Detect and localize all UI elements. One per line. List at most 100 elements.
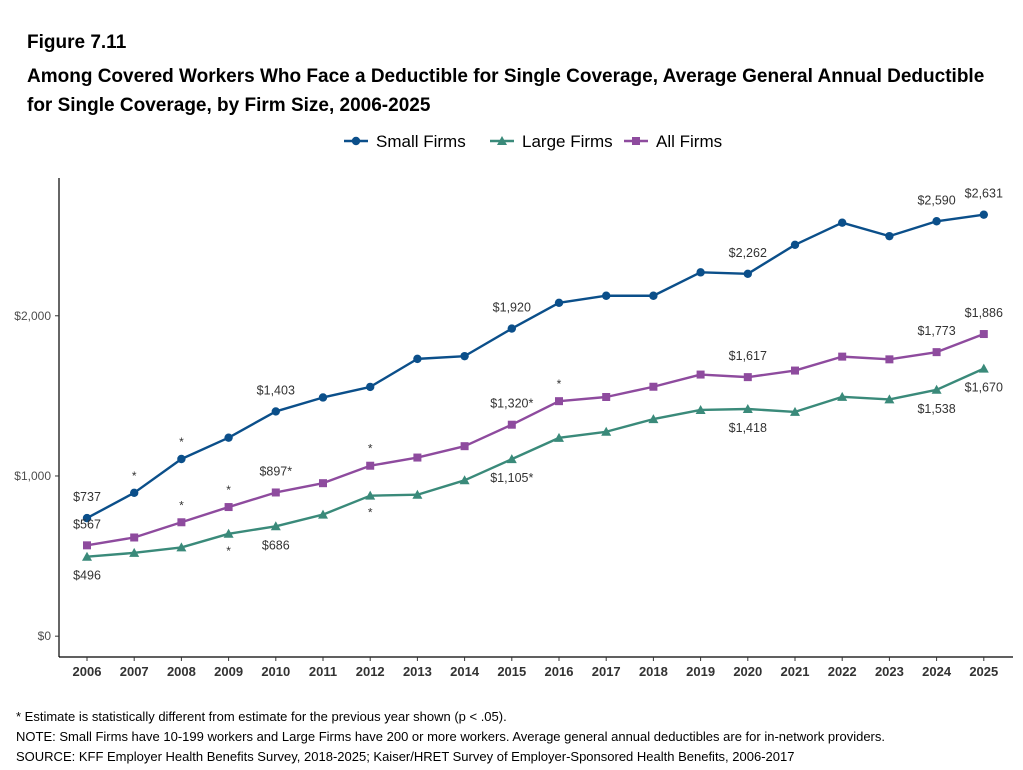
data-point-small-firms xyxy=(743,269,752,278)
data-point-small-firms xyxy=(790,240,800,250)
data-label-small-firms: $1,920 xyxy=(493,301,531,315)
data-label-large-firms: $1,418 xyxy=(729,421,767,435)
x-tick-label: 2015 xyxy=(497,664,526,679)
data-label-small-firms: $2,631 xyxy=(965,187,1003,201)
axes: $0 $1,000 $2,000 2006 2007 2008 2009 2010 2011 20… xyxy=(14,178,1013,679)
x-tick-label: 2019 xyxy=(686,664,715,679)
significance-star-small-firms: * xyxy=(132,469,137,483)
data-point-small-firms xyxy=(838,218,847,227)
x-tick-label: 2020 xyxy=(733,664,762,679)
data-point-large-firms xyxy=(318,509,328,519)
data-label-all-firms: $1,886 xyxy=(965,306,1003,320)
data-point-large-firms xyxy=(223,528,234,538)
data-point-large-firms xyxy=(978,363,989,373)
data-point-all-firms xyxy=(555,397,563,406)
significance-star-small-firms: * xyxy=(179,435,184,449)
legend-item-large-firms: Large Firms xyxy=(490,132,613,151)
data-point-all-firms xyxy=(460,442,469,451)
figure-label: Figure 7.11 xyxy=(27,32,127,53)
legend-swatch-marker xyxy=(351,136,361,146)
data-point-all-firms xyxy=(271,488,280,497)
series-small-firms xyxy=(82,210,988,523)
data-point-all-firms xyxy=(224,503,233,512)
data-point-large-firms xyxy=(412,489,423,499)
data-point-small-firms xyxy=(649,291,658,300)
data-point-small-firms xyxy=(177,454,186,464)
legend-swatch-marker xyxy=(632,137,640,145)
x-tick-label: 2017 xyxy=(592,664,621,679)
legend-item-all-firms: All Firms xyxy=(624,132,722,151)
x-tick-label: 2006 xyxy=(73,664,102,679)
data-point-small-firms xyxy=(460,351,469,361)
data-point-all-firms xyxy=(602,392,611,401)
data-label-all-firms: $897* xyxy=(259,464,292,478)
significance-star-all-firms: * xyxy=(179,498,184,512)
x-tick-label: 2009 xyxy=(214,664,243,679)
data-point-all-firms xyxy=(177,518,186,527)
x-tick-label: 2016 xyxy=(545,664,574,679)
data-label-large-firms: $1,105* xyxy=(490,471,533,485)
x-tick-label: 2024 xyxy=(922,664,952,679)
series-all-firms xyxy=(83,330,988,550)
data-label-small-firms: $737 xyxy=(73,490,101,504)
data-point-small-firms xyxy=(932,217,941,226)
data-point-all-firms xyxy=(366,461,375,470)
data-label-all-firms: $567 xyxy=(73,517,101,531)
x-tick-label: 2014 xyxy=(450,664,480,679)
data-point-large-firms xyxy=(742,404,753,414)
data-point-all-firms xyxy=(83,541,91,550)
significance-star-large-firms: * xyxy=(226,544,231,558)
data-point-small-firms xyxy=(507,324,516,333)
data-point-all-firms xyxy=(743,373,752,382)
data-point-all-firms xyxy=(649,382,658,391)
significance-star-large-firms: * xyxy=(368,506,373,520)
data-point-large-firms xyxy=(459,475,470,485)
data-point-all-firms xyxy=(413,453,422,462)
data-point-small-firms xyxy=(318,393,328,402)
data-point-all-firms xyxy=(319,479,327,488)
data-point-large-firms xyxy=(554,432,564,442)
data-point-all-firms xyxy=(885,355,894,364)
x-tick-label: 2013 xyxy=(403,664,432,679)
data-label-small-firms: $1,403 xyxy=(257,383,295,397)
data-label-large-firms: $686 xyxy=(262,538,290,552)
series-line-large-firms xyxy=(86,367,985,558)
x-tick-label: 2008 xyxy=(167,664,196,679)
data-point-small-firms xyxy=(82,513,92,523)
data-point-all-firms xyxy=(979,330,988,339)
data-point-large-firms xyxy=(790,406,800,416)
data-labels: $737 $1,403 $1,920 $2,262 $2,590 $2,631 * * $496… xyxy=(73,187,1003,583)
series-large-firms xyxy=(82,363,989,561)
data-label-all-firms: $1,617 xyxy=(729,349,767,363)
x-tick-label: 2018 xyxy=(639,664,668,679)
data-point-all-firms xyxy=(696,370,705,379)
data-point-small-firms xyxy=(885,231,894,241)
data-label-small-firms: $2,590 xyxy=(917,193,955,207)
data-point-all-firms xyxy=(507,420,516,429)
series-line-all-firms xyxy=(86,332,985,547)
data-point-small-firms xyxy=(224,433,233,442)
data-point-small-firms xyxy=(696,268,705,277)
legend-label: Small Firms xyxy=(376,132,466,151)
data-point-large-firms xyxy=(884,394,895,404)
significance-star-all-firms: * xyxy=(368,442,373,456)
x-tick-label: 2010 xyxy=(261,664,290,679)
legend-label: All Firms xyxy=(656,132,722,151)
data-point-large-firms xyxy=(648,414,659,424)
data-point-large-firms xyxy=(837,391,848,401)
data-point-small-firms xyxy=(413,354,422,364)
legend-label: Large Firms xyxy=(522,132,613,151)
data-label-all-firms: $1,773 xyxy=(917,324,955,338)
data-label-all-firms: $1,320* xyxy=(490,397,533,411)
x-tick-label: 2011 xyxy=(309,664,337,679)
data-point-all-firms xyxy=(838,352,847,361)
series-layer xyxy=(82,210,989,561)
data-point-large-firms xyxy=(365,490,376,500)
significance-star-all-firms: * xyxy=(557,377,562,391)
data-point-small-firms xyxy=(979,210,988,219)
data-point-small-firms xyxy=(130,488,139,497)
data-label-small-firms: $2,262 xyxy=(729,246,767,260)
series-line-small-firms xyxy=(86,213,984,520)
chart-title: Among Covered Workers Who Face a Deducti… xyxy=(27,66,985,116)
line-chart: Small Firms Large Firms All Firms $0 $1,000… xyxy=(14,132,1013,679)
